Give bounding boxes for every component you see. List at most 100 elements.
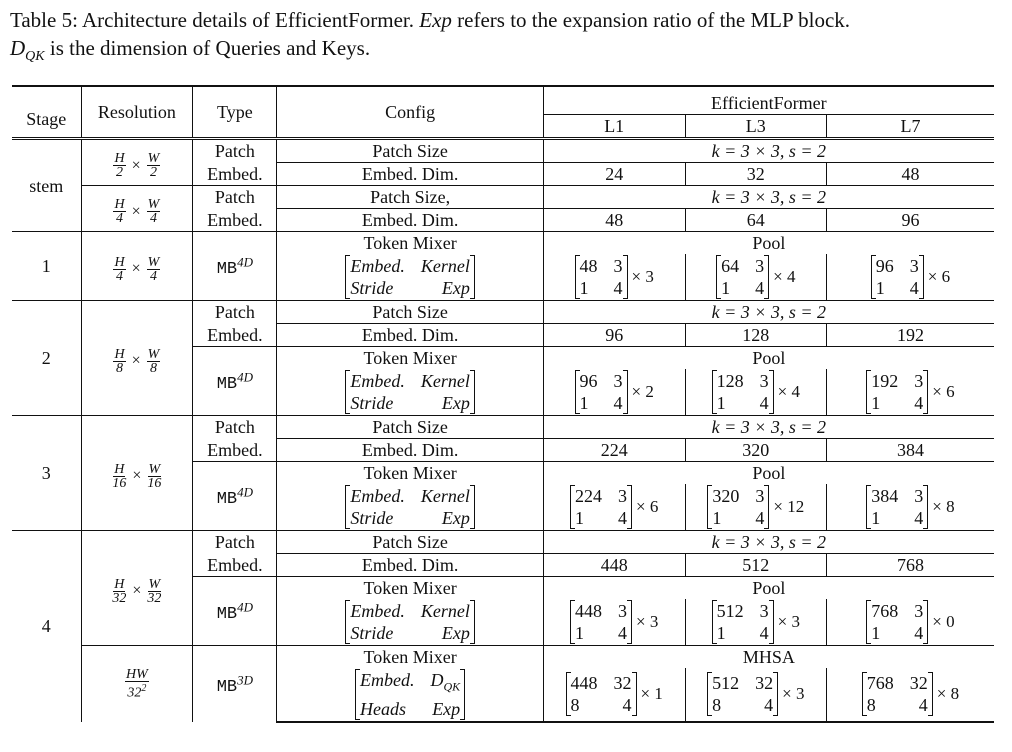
mat-l7: 384 3 1 4 × 8 [825,484,994,531]
val-pool: Pool [542,231,994,254]
header-l1: L1 [542,114,686,139]
cfg-patch-size: Patch Size [276,137,544,163]
cfg-matrix-mhsa: Embed. DQK Heads Exp [276,668,544,723]
val-l3: 128 [684,323,827,347]
cfg-patch-size: Patch Size [276,415,544,439]
stage-4: 4 [12,529,82,722]
header-config: Config [276,86,544,139]
cfg-matrix: Embed. Kernel Stride Exp [276,599,544,646]
s4-row-4: Embed. Kernel Stride Exp 448 3 1 4 × 3 512 3 1 4 × … [12,599,994,646]
val-pool: Pool [542,461,994,484]
cfg-matrix: Embed. Kernel Stride Exp [276,484,544,531]
val-l7: 768 [825,553,994,577]
val-l1: 24 [542,162,686,186]
s4-row-2: Embed. Embed. Dim. 448 512 768 [12,553,994,577]
val-ks: k = 3 × 3, s = 2 [542,185,994,209]
cfg-token-mixer: Token Mixer [276,231,544,254]
val-mhsa: MHSA [542,645,994,668]
cfg-matrix: Embed. Kernel Stride Exp [276,369,544,416]
header-l7: L7 [825,114,994,139]
val-l7: 192 [825,323,994,347]
s3-row-1: 3 H 16 × W 16 Patch Patch Size k = 3 × 3, … [12,415,994,531]
s4-row-5: HW 322 MB3D Token Mixer MHSA [12,644,994,722]
caption-label: Table 5: Architecture details of Efficie… [10,8,415,32]
s3-row-4: Embed. Kernel Stride Exp 224 3 1 4 × 6 320 3 1 4 × … [12,484,994,531]
mhsa-l3: 512 32 8 4 × 3 [684,668,827,723]
type-mb4d: MB4D [192,576,277,646]
res-s4: H 32 × W 32 [80,530,193,646]
mat-l3: 128 3 1 4 × 4 [684,369,827,416]
mat-l1: 48 3 1 4 × 3 [542,254,686,301]
type-mb4d: MB4D [192,231,277,301]
type-mb3d: MB3D [192,644,277,722]
type-patch: Patch [192,530,277,554]
cfg-embed-dim: Embed. Dim. [276,438,544,462]
cfg-embed-dim: Embed. Dim. [276,162,544,186]
cfg-patch-size: Patch Size [276,300,544,324]
type-patch: Patch [192,185,277,209]
s2-row-4: Embed. Kernel Stride Exp 96 3 1 4 × 2 128 3 1 4 × 4… [12,369,994,416]
cfg-patch-size: Patch Size [276,530,544,554]
cfg-patch-size: Patch Size, [276,185,544,209]
val-ks: k = 3 × 3, s = 2 [542,530,994,554]
mat-l1: 224 3 1 4 × 6 [542,484,686,531]
mat-l7: 768 3 1 4 × 0 [825,599,994,646]
val-l1: 224 [542,438,686,462]
s4-row-3: MB4D Token Mixer Pool [12,576,994,646]
header-row: Stage Resolution Type Config EfficientFo… [12,86,994,139]
mat-l1: 448 3 1 4 × 3 [542,599,686,646]
val-pool: Pool [542,346,994,369]
header-l3: L3 [684,114,827,139]
stem-row-a2: Embed. Embed. Dim. 24 32 48 [12,162,994,186]
mat-l7: 96 3 1 4 × 6 [825,254,994,301]
val-ks: k = 3 × 3, s = 2 [542,300,994,324]
val-ks: k = 3 × 3, s = 2 [542,415,994,439]
val-l1: 48 [542,208,686,232]
type-patch: Patch [192,415,277,439]
mat-l3: 64 3 1 4 × 4 [684,254,827,301]
val-ks: k = 3 × 3, s = 2 [542,137,994,163]
s1-row-2: Embed. Kernel Stride Exp 48 3 1 4 × 3 64 3 1 4 × 4 … [12,254,994,301]
mhsa-l1: 448 32 8 4 × 1 [542,668,686,723]
stage-1: 1 [12,231,82,301]
mat-l3: 320 3 1 4 × 12 [684,484,827,531]
s3-row-2: Embed. Embed. Dim. 224 320 384 [12,438,994,462]
caption-dqk: D [10,36,26,60]
type-embed: Embed. [192,162,277,186]
val-l7: 96 [825,208,994,232]
cfg-token-mixer: Token Mixer [276,461,544,484]
caption-exp: Exp [419,8,452,32]
res-s4-mhsa: HW 322 [80,644,193,722]
val-l1: 96 [542,323,686,347]
caption-part2: refers to the expansion ratio of the MLP… [451,8,851,32]
stage-3: 3 [12,415,82,531]
type-patch: Patch [192,137,277,163]
header-subrow: L1 L3 L7 [12,114,994,139]
s2-row-3: MB4D Token Mixer Pool [12,346,994,416]
val-l3: 32 [684,162,827,186]
cfg-token-mixer: Token Mixer [276,346,544,369]
stem-row-b2: Embed. Embed. Dim. 48 64 96 [12,208,994,232]
res-s3: H 16 × W 16 [80,415,193,531]
type-mb4d: MB4D [192,346,277,416]
mhsa-l7: 768 32 8 4 × 8 [825,668,994,723]
val-pool: Pool [542,576,994,599]
val-l3: 512 [684,553,827,577]
type-embed: Embed. [192,438,277,462]
type-embed: Embed. [192,323,277,347]
stage-stem: stem [12,137,82,232]
type-embed: Embed. [192,553,277,577]
mat-l3: 512 3 1 4 × 3 [684,599,827,646]
cfg-embed-dim: Embed. Dim. [276,553,544,577]
mat-l1: 96 3 1 4 × 2 [542,369,686,416]
header-resolution: Resolution [80,86,193,139]
caption-part3: is the dimension of Queries and Keys. [44,36,371,60]
s4-row-6: Embed. DQK Heads Exp 448 32 8 4 × 1 512 32 8 4 × 3 … [12,668,994,723]
caption-dqk-sub: QK [25,49,45,65]
